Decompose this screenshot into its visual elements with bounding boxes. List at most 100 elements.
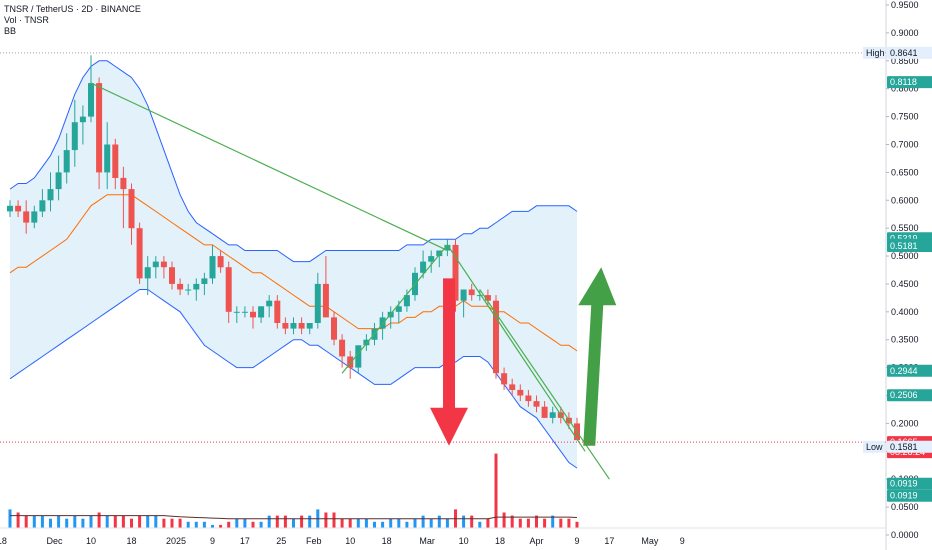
volume-bar bbox=[308, 515, 312, 528]
bollinger-bands bbox=[9, 60, 578, 469]
x-tick-label: 9 bbox=[680, 536, 685, 546]
volume-bar bbox=[518, 518, 522, 528]
candle-body bbox=[331, 317, 337, 340]
price-note-label: High bbox=[866, 48, 885, 58]
volume-bar bbox=[219, 524, 223, 528]
candle-body bbox=[47, 189, 54, 201]
volume-bar bbox=[251, 521, 255, 528]
volume-bar bbox=[138, 515, 142, 528]
volume-bar bbox=[413, 518, 417, 528]
volume-bar bbox=[186, 521, 190, 528]
candle-body bbox=[274, 300, 281, 323]
annotation-arrows[interactable] bbox=[430, 267, 617, 446]
volume-bar bbox=[437, 515, 441, 528]
volume-bar bbox=[356, 518, 360, 528]
volume-bar bbox=[348, 518, 352, 528]
volume-bar bbox=[470, 515, 474, 528]
volume-bar bbox=[154, 515, 158, 528]
y-tick-label: 0.5500 bbox=[891, 223, 919, 233]
trendline bbox=[90, 82, 448, 252]
candle-body bbox=[217, 256, 224, 268]
candle-body bbox=[15, 205, 22, 212]
candle-body bbox=[476, 295, 483, 297]
candle-body bbox=[493, 300, 499, 374]
candle-body bbox=[31, 211, 38, 223]
candle-body bbox=[112, 144, 119, 178]
volume-bar bbox=[364, 518, 368, 528]
price-tag-label: 0.8641 bbox=[890, 48, 918, 58]
volume-bar bbox=[405, 521, 409, 528]
volume-bars bbox=[8, 453, 579, 528]
candle-body bbox=[549, 412, 556, 418]
volume-bar bbox=[543, 518, 547, 528]
volume-legend[interactable]: Vol · TNSR bbox=[4, 15, 49, 25]
volume-bar bbox=[283, 515, 287, 528]
candle-body bbox=[306, 323, 313, 329]
y-tick-label: 0.4000 bbox=[891, 307, 919, 317]
bollinger-fill bbox=[10, 60, 577, 469]
candle-body bbox=[79, 116, 86, 123]
volume-bar bbox=[65, 518, 69, 528]
price-tag-label: 0.8118 bbox=[890, 77, 917, 87]
candle-body bbox=[452, 244, 459, 301]
x-tick-label: Feb bbox=[306, 536, 322, 546]
volume-bar bbox=[510, 515, 514, 528]
volume-bar bbox=[16, 512, 20, 528]
bb-legend[interactable]: BB bbox=[4, 26, 17, 36]
volume-bar bbox=[162, 518, 166, 528]
volume-bar bbox=[373, 521, 376, 528]
symbol-title[interactable]: TNSR / TetherUS · 2D · BINANCE bbox=[4, 4, 141, 14]
time-axis[interactable]: 18 Dec 10 18 2025 9 17 25 Feb 10 18 Mar 10 18 Apr 9 17 Ma… bbox=[0, 527, 886, 546]
price-tag-label: 0.2944 bbox=[890, 366, 918, 376]
candle-body bbox=[39, 200, 46, 212]
candle-body bbox=[201, 278, 208, 284]
candle-body bbox=[96, 83, 103, 173]
candle-body bbox=[339, 339, 346, 357]
volume-bar bbox=[535, 515, 538, 528]
x-tick-label: 25 bbox=[276, 536, 286, 546]
price-note-box bbox=[863, 440, 885, 453]
candle-body bbox=[144, 267, 151, 279]
volume-ma-line bbox=[10, 515, 578, 520]
candle-body bbox=[436, 250, 443, 257]
volume-bar bbox=[300, 515, 304, 528]
candle-body bbox=[428, 256, 435, 262]
candle-body bbox=[193, 283, 200, 290]
volume-bar bbox=[340, 518, 344, 528]
x-tick-label: 10 bbox=[86, 536, 96, 546]
volume-bar bbox=[267, 515, 271, 528]
candle-body bbox=[136, 228, 143, 279]
volume-bar bbox=[32, 515, 36, 528]
y-tick-label: 0.6500 bbox=[891, 167, 919, 177]
candle-body bbox=[63, 150, 70, 173]
volume-ma bbox=[10, 515, 578, 520]
candle-body bbox=[55, 172, 62, 190]
candle-body bbox=[395, 306, 402, 312]
volume-bar bbox=[202, 521, 206, 528]
volume-bar bbox=[73, 515, 77, 528]
price-tag bbox=[887, 46, 932, 59]
y-tick-label: 0.4500 bbox=[891, 279, 919, 289]
volume-bar bbox=[389, 518, 393, 528]
volume-bar bbox=[40, 515, 44, 528]
trendlines[interactable] bbox=[90, 82, 610, 480]
price-tags: 0.8641High0.81180.53190.52060.51810.2944… bbox=[863, 46, 932, 502]
price-tag-label: 0.0919 bbox=[890, 491, 918, 501]
trendline bbox=[446, 244, 586, 452]
volume-bar bbox=[551, 515, 555, 528]
arrow-down-icon bbox=[430, 278, 469, 446]
price-tag bbox=[887, 240, 932, 252]
y-tick-label: 0.3500 bbox=[891, 335, 919, 345]
arrow-up-icon bbox=[578, 267, 617, 446]
candle-body bbox=[355, 345, 362, 368]
candle-body bbox=[460, 289, 467, 301]
volume-bar bbox=[324, 512, 328, 528]
candle-body bbox=[160, 261, 167, 268]
candle-body bbox=[420, 261, 427, 273]
candle-body bbox=[104, 144, 111, 173]
x-tick-label: 18 bbox=[495, 536, 505, 546]
volume-bar bbox=[421, 515, 425, 528]
candle-body bbox=[501, 373, 508, 385]
x-tick-label: 2025 bbox=[166, 536, 186, 546]
